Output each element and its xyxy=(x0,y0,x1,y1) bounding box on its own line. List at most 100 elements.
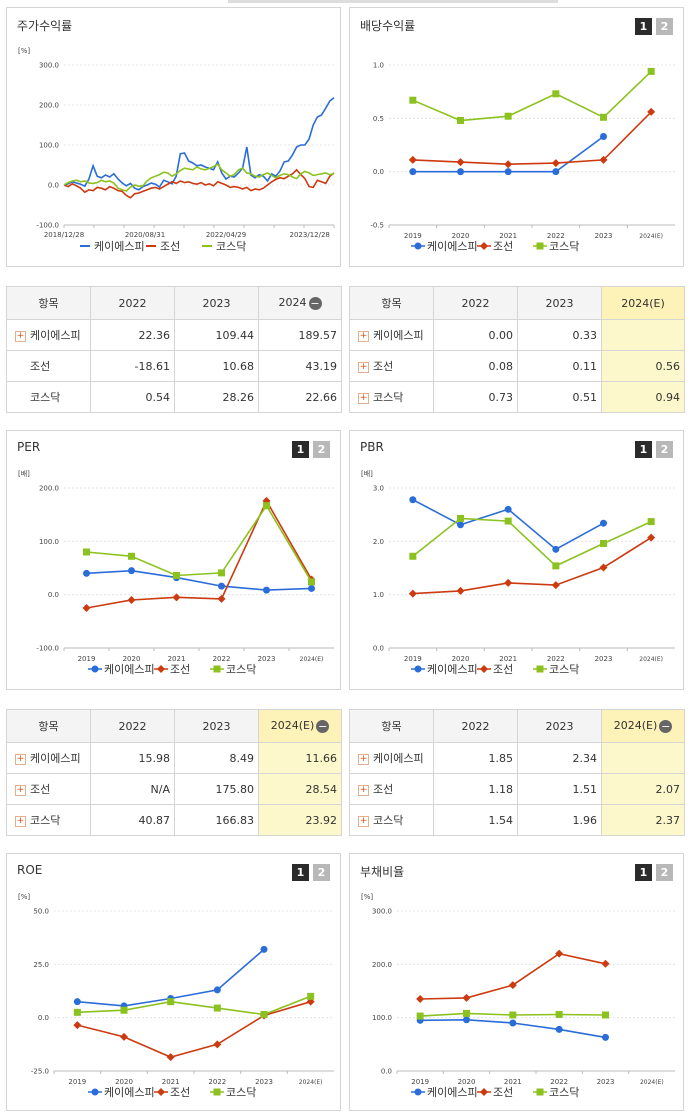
expand-plus-icon[interactable]: + xyxy=(15,330,26,342)
data-point xyxy=(602,1011,609,1019)
y-tick-label: 0.5 xyxy=(373,115,384,123)
column-header-label: 2022 xyxy=(118,296,147,310)
toggle-button-1[interactable]: 1 xyxy=(292,864,309,881)
legend-label: 코스닥 xyxy=(549,663,579,676)
data-point xyxy=(409,496,417,504)
column-header: 항목 xyxy=(6,286,91,320)
column-header: 2023 xyxy=(174,286,259,320)
table-row: + 케이에스피 0.00 0.33 xyxy=(349,319,685,351)
value-cell: 0.51 xyxy=(517,381,602,413)
row-name-label: 코스닥 xyxy=(30,814,61,827)
expand-plus-icon[interactable]: + xyxy=(358,784,369,796)
value-cell: 166.83 xyxy=(174,804,259,836)
toggle-button-1[interactable]: 1 xyxy=(635,18,652,35)
value-cell: 1.51 xyxy=(517,773,602,805)
y-tick-label: 0.0 xyxy=(373,168,384,176)
value-cell: 2.07 xyxy=(601,773,685,805)
expand-plus-icon[interactable]: + xyxy=(358,392,369,404)
row-name-label: 케이에스피 xyxy=(30,329,81,342)
x-tick-label: 2024(E) xyxy=(640,1079,664,1086)
legend-marker xyxy=(536,242,544,250)
expand-plus-icon[interactable]: + xyxy=(358,361,369,373)
pbr-table: 항목 2022 2023 2024(E) − + 케이에스피 1.85 2.34 + 조선 1.18 1… xyxy=(349,709,685,836)
x-tick-label: 2023 xyxy=(597,1078,615,1086)
column-header: 2022 xyxy=(90,709,175,743)
x-tick-label: 2020 xyxy=(452,232,470,240)
y-tick-label: 100.0 xyxy=(39,538,59,546)
toggle-button-2[interactable]: 2 xyxy=(656,864,673,881)
toggle-button-2[interactable]: 2 xyxy=(313,441,330,458)
value-cell: 0.56 xyxy=(601,350,685,382)
column-header: 2022 xyxy=(90,286,175,320)
expand-plus-icon[interactable]: + xyxy=(15,784,26,796)
row-name-cell: + 케이에스피 xyxy=(6,742,91,774)
legend-marker xyxy=(213,665,221,673)
legend-marker xyxy=(91,665,99,673)
toggle-button-1[interactable]: 1 xyxy=(635,864,652,881)
value-cell: 1.85 xyxy=(433,742,518,774)
collapse-icon[interactable]: − xyxy=(308,296,322,310)
table-row: + 케이에스피 15.98 8.49 11.66 xyxy=(6,742,342,774)
series-line-1 xyxy=(420,952,606,1000)
series-line-1 xyxy=(412,111,652,166)
x-tick-label: 2020 xyxy=(458,1078,476,1086)
x-tick-label: 2024(E) xyxy=(299,1079,323,1086)
value-cell: 0.08 xyxy=(433,350,518,382)
data-point xyxy=(218,569,225,577)
data-point xyxy=(600,132,607,140)
data-point xyxy=(647,518,655,526)
y-tick-label: -25.0 xyxy=(31,1068,49,1076)
toggle-button-1[interactable]: 1 xyxy=(292,441,309,458)
legend-label: 조선 xyxy=(160,240,180,253)
data-point xyxy=(555,1010,563,1018)
column-header: 2024(E) xyxy=(601,286,685,320)
value-cell: 0.33 xyxy=(517,319,602,351)
column-header-label: 2024(E) xyxy=(613,719,658,733)
expand-plus-icon[interactable]: + xyxy=(358,815,369,827)
collapse-icon[interactable]: − xyxy=(659,719,673,733)
legend-marker xyxy=(480,1088,488,1096)
value-cell: 22.66 xyxy=(258,381,342,413)
row-name-cell: + 코스닥 xyxy=(349,804,434,836)
y-tick-label: 200.0 xyxy=(39,485,59,493)
data-point xyxy=(172,593,181,602)
row-name-cell: + 케이에스피 xyxy=(349,319,434,351)
x-tick-label: 2023 xyxy=(258,655,276,663)
legend: 케이에스피 조선 코스닥 xyxy=(411,1086,579,1099)
toggle-button-2[interactable]: 2 xyxy=(313,864,330,881)
value-cell: 10.68 xyxy=(174,350,259,382)
column-header: 2022 xyxy=(433,709,518,743)
data-point xyxy=(416,1012,424,1020)
data-point xyxy=(457,116,464,124)
data-point xyxy=(263,586,270,594)
column-header: 2023 xyxy=(174,709,259,743)
column-header-label: 2024(E) xyxy=(621,296,665,310)
collapse-icon[interactable]: − xyxy=(316,719,330,733)
data-point xyxy=(509,1011,517,1019)
value-cell: -18.61 xyxy=(90,350,175,382)
legend-label: 코스닥 xyxy=(226,1086,256,1099)
expand-plus-icon[interactable]: + xyxy=(15,815,26,827)
x-tick-label: 2023 xyxy=(595,232,613,240)
expand-plus-icon[interactable]: + xyxy=(15,753,26,765)
data-point xyxy=(260,945,268,953)
x-tick-label: 2023 xyxy=(595,655,613,663)
legend-label: 코스닥 xyxy=(216,240,246,253)
expand-plus-icon[interactable]: + xyxy=(358,330,369,342)
data-point xyxy=(166,1053,175,1062)
table-row: 코스닥 0.54 28.26 22.66 xyxy=(6,381,342,413)
x-tick-label: 2019 xyxy=(404,655,422,663)
column-header: 항목 xyxy=(349,709,434,743)
value-cell: 189.57 xyxy=(258,319,342,351)
toggle-button-2[interactable]: 2 xyxy=(656,441,673,458)
x-tick-label: 2019 xyxy=(68,1078,86,1086)
legend-label: 조선 xyxy=(493,1086,513,1099)
data-point xyxy=(218,582,225,590)
dividend-chart: 1.0 0.5 0.0 -0.5 2019 2020 2021 2022 2023 2024(E)… xyxy=(370,62,675,253)
legend-marker xyxy=(480,242,488,250)
toggle-button-1[interactable]: 1 xyxy=(635,441,652,458)
toggle-button-2[interactable]: 2 xyxy=(656,18,673,35)
row-name-label: 코스닥 xyxy=(373,814,404,827)
expand-plus-icon[interactable]: + xyxy=(358,753,369,765)
